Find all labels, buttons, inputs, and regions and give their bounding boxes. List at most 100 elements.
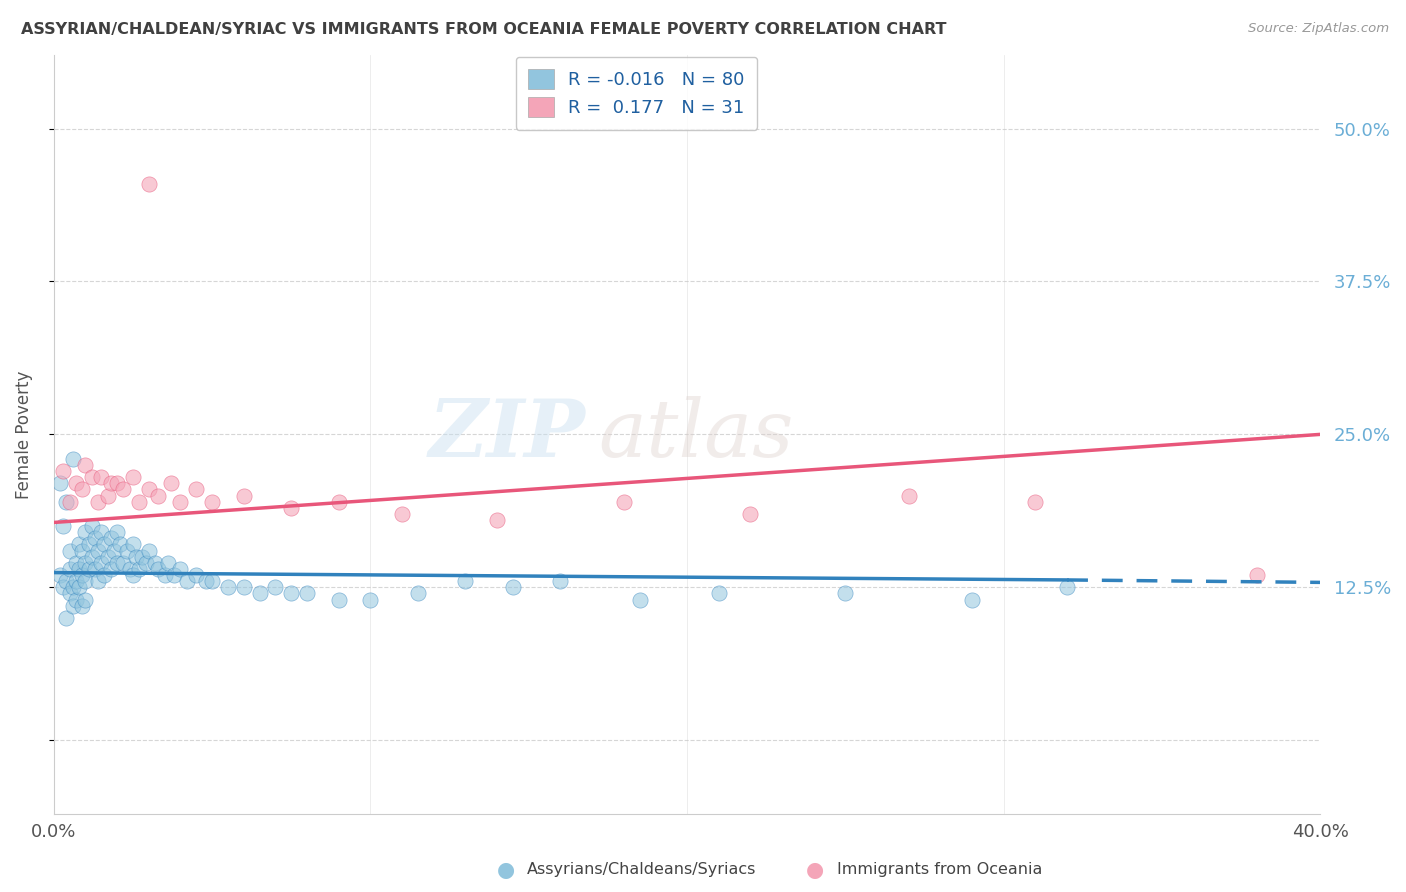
Point [52,519,75,533]
Point [77,537,100,551]
Point [1056,580,1078,594]
Point [65,556,87,570]
Point [90,556,112,570]
Point [128,494,150,508]
Point [613,494,636,508]
Point [100,562,122,576]
Text: ASSYRIAN/CHALDEAN/SYRIAC VS IMMIGRANTS FROM OCEANIA FEMALE POVERTY CORRELATION C: ASSYRIAN/CHALDEAN/SYRIAC VS IMMIGRANTS F… [21,22,946,37]
Point [143,556,166,570]
Point [90,470,112,484]
Point [77,562,100,576]
Point [280,500,302,515]
Point [135,556,157,570]
Point [52,580,75,594]
Point [80,519,103,533]
Point [90,525,112,540]
Legend: R = -0.016   N = 80, R =  0.177   N = 31: R = -0.016 N = 80, R = 0.177 N = 31 [516,56,758,129]
Text: Source: ZipAtlas.com: Source: ZipAtlas.com [1249,22,1389,36]
Point [897,489,920,503]
Point [1246,568,1268,582]
Point [49,476,72,491]
Point [59,494,82,508]
Point [87,543,110,558]
Point [138,177,160,191]
Point [186,483,208,497]
Point [1024,494,1046,508]
Point [67,562,90,576]
Point [110,537,132,551]
Point [122,470,145,484]
Text: Assyrians/Chaldeans/Syriacs: Assyrians/Chaldeans/Syriacs [527,863,756,877]
Point [105,476,128,491]
Point [264,580,287,594]
Point [105,556,128,570]
Point [115,543,138,558]
Point [163,568,186,582]
Point [93,537,115,551]
Text: ZIP: ZIP [429,396,586,473]
Point [122,568,145,582]
Point [112,556,135,570]
Point [80,470,103,484]
Point [67,537,90,551]
Point [75,574,97,589]
Point [125,549,148,564]
Point [138,543,160,558]
Point [186,568,208,582]
Point [72,543,94,558]
Point [75,525,97,540]
Point [148,562,170,576]
Point [156,556,179,570]
Point [160,476,183,491]
Point [217,580,239,594]
Point [87,574,110,589]
Text: ●: ● [807,860,824,880]
Point [232,580,254,594]
Text: atlas: atlas [599,396,794,473]
Point [406,586,429,600]
Point [194,574,217,589]
Point [62,599,84,613]
Point [122,537,145,551]
Point [232,489,254,503]
Point [328,592,350,607]
Point [280,586,302,600]
Point [128,562,150,576]
Point [59,562,82,576]
Point [176,574,198,589]
Text: ●: ● [498,860,515,880]
Point [486,513,509,527]
Point [97,489,120,503]
Point [62,580,84,594]
Point [55,494,77,508]
Point [360,592,382,607]
Point [55,611,77,625]
Point [328,494,350,508]
Point [112,483,135,497]
Point [55,574,77,589]
Point [49,568,72,582]
Point [960,592,983,607]
Point [75,556,97,570]
Point [100,476,122,491]
Point [628,592,651,607]
Point [65,592,87,607]
Point [65,476,87,491]
Point [131,549,153,564]
Point [550,574,572,589]
Point [84,532,107,546]
Point [62,451,84,466]
Point [67,580,90,594]
Text: Immigrants from Oceania: Immigrants from Oceania [837,863,1042,877]
Point [100,532,122,546]
Point [87,494,110,508]
Point [103,543,125,558]
Point [52,464,75,478]
Point [72,483,94,497]
Point [138,483,160,497]
Point [59,543,82,558]
Point [93,568,115,582]
Point [391,507,413,521]
Point [169,494,191,508]
Y-axis label: Female Poverty: Female Poverty [15,370,32,499]
